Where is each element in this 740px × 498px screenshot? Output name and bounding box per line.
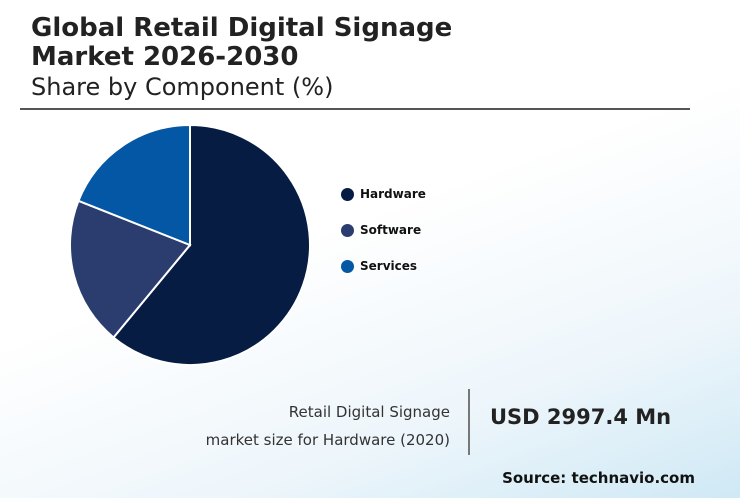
legend-swatch-software (341, 223, 354, 237)
pie-slice-software (69, 199, 192, 339)
kpi-value: USD 2997.4 Mn (490, 405, 672, 429)
legend-swatch-services (341, 259, 354, 273)
kpi-caption: Retail Digital Signage market size for H… (206, 398, 450, 454)
chart-subtitle: Share by Component (%) (31, 73, 334, 101)
chart-title: Global Retail Digital Signage Market 202… (31, 13, 453, 72)
legend-item-services: Services (341, 248, 426, 284)
legend-item-software: Software (341, 212, 426, 248)
legend-item-hardware: Hardware (341, 176, 426, 212)
kpi-caption-line1: Retail Digital Signage (288, 403, 450, 421)
pie-slice-services (77, 123, 191, 247)
kpi-caption-line2: market size for Hardware (2020) (205, 431, 450, 449)
legend: Hardware Software Services (341, 176, 426, 284)
legend-label-services: Services (360, 259, 418, 273)
kpi-divider (468, 389, 470, 455)
legend-label-hardware: Hardware (360, 187, 426, 201)
header-divider (20, 108, 690, 110)
pie-slice-hardware (112, 123, 311, 366)
legend-swatch-hardware (341, 187, 354, 201)
legend-label-software: Software (360, 223, 422, 237)
source-label: Source: technavio.com (502, 469, 695, 487)
